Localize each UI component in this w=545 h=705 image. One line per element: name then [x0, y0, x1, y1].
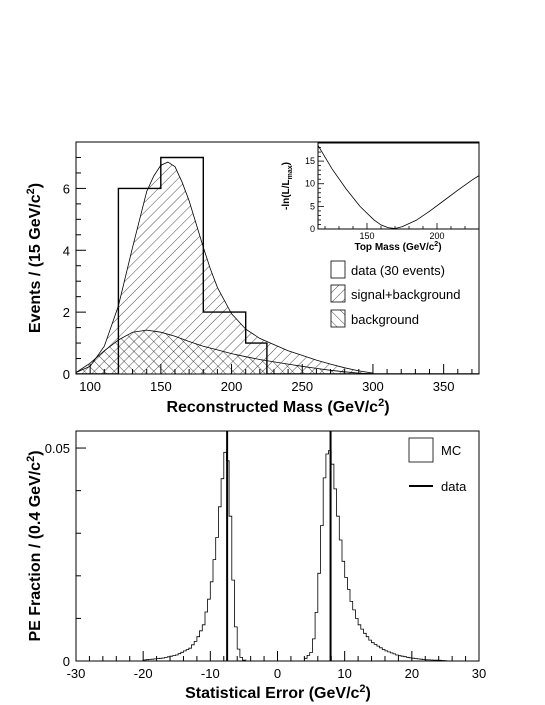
top-x-tick-label: 250 [291, 379, 313, 394]
inset-y-ticks: 0 5 10 15 [305, 147, 324, 234]
inset-y-tick-label: 10 [305, 179, 315, 189]
bottom-x-tick-label: -20 [134, 666, 153, 681]
top-x-label: Reconstructed Mass (GeV/c2) [166, 397, 389, 416]
inset-y-tick-label: 5 [310, 201, 315, 211]
top-y-tick-label: 2 [63, 305, 70, 320]
bottom-x-tick-label: 30 [472, 666, 486, 681]
top-x-tick-label: 150 [150, 379, 172, 394]
bottom-y-label: PE Fraction / (0.4 GeV/c2) [25, 450, 44, 641]
inset-y-label: -ln(L/Lmax) [281, 162, 294, 210]
bottom-x-tick-label: 20 [405, 666, 419, 681]
bottom-x-tick-label: -10 [201, 666, 220, 681]
top-y-label: Events / (15 GeV/c2) [25, 183, 44, 333]
inset-x-tick-label: 200 [429, 231, 444, 241]
data-histogram [76, 156, 479, 374]
inset-x-label: Top Mass (GeV/c2) [354, 241, 441, 253]
mc-left-histogram [142, 451, 247, 662]
inset-y-tick-label: 15 [305, 156, 315, 166]
top-x-tick-label: 200 [221, 379, 243, 394]
bottom-x-tick-label: 0 [274, 666, 281, 681]
legend-data-label: data (30 events) [351, 263, 445, 278]
bottom-y-tick-label: 0.05 [45, 441, 70, 456]
inset-x-tick-label: 150 [359, 231, 374, 241]
inset-background [318, 143, 479, 229]
top-y-tick-label: 0 [63, 367, 70, 382]
bottom-x-label: Statistical Error (GeV/c2) [185, 683, 371, 702]
legend-mc-label: MC [441, 443, 461, 458]
legend-bg-swatch [330, 309, 346, 328]
top-y-tick-label: 4 [63, 243, 70, 258]
legend-sb-label: signal+background [351, 287, 461, 302]
top-x-tick-label: 350 [433, 379, 455, 394]
top-sb-curve [76, 156, 479, 374]
inset-y-tick-label: 0 [310, 224, 315, 234]
legend-sb-swatch [330, 284, 346, 303]
inset-plot: 150 200 0 5 10 15 Top Mass (GeV/c2) -ln(L/Lm… [281, 142, 480, 253]
bottom-x-tick-label: -30 [67, 666, 86, 681]
signal-background-fill [76, 161, 374, 374]
mc-right-histogram [304, 450, 447, 662]
legend-bg-label: background [351, 312, 419, 327]
top-y-ticks: 0 2 4 6 [63, 156, 86, 382]
bottom-panel: -30 -20 -10 0 10 20 30 00.05 Statistical Error… [25, 430, 486, 702]
legend-dataline-label: data [441, 479, 467, 494]
top-x-tick-label: 300 [362, 379, 384, 394]
bottom-legend: MC data [408, 437, 467, 494]
bottom-x-ticks: -30 -20 -10 0 10 20 30 [67, 651, 486, 681]
top-frame [75, 141, 480, 375]
bottom-y-tick-label: 0 [63, 654, 70, 669]
top-x-tick-label: 100 [79, 379, 101, 394]
legend-data-swatch [330, 260, 346, 279]
top-legend: data (30 events) signal+background backg… [330, 260, 461, 328]
top-x-ticks: 100 150 200 250 300 350 [75, 364, 473, 394]
inset-x-ticks: 150 200 [324, 223, 480, 241]
legend-mc-swatch [408, 437, 434, 463]
bottom-frame [75, 430, 480, 662]
inset-frame [317, 142, 480, 230]
top-y-tick-label: 6 [63, 181, 70, 196]
bottom-x-tick-label: 10 [337, 666, 351, 681]
bottom-y-ticks: 00.05 [45, 441, 86, 669]
data-lines [226, 431, 332, 661]
